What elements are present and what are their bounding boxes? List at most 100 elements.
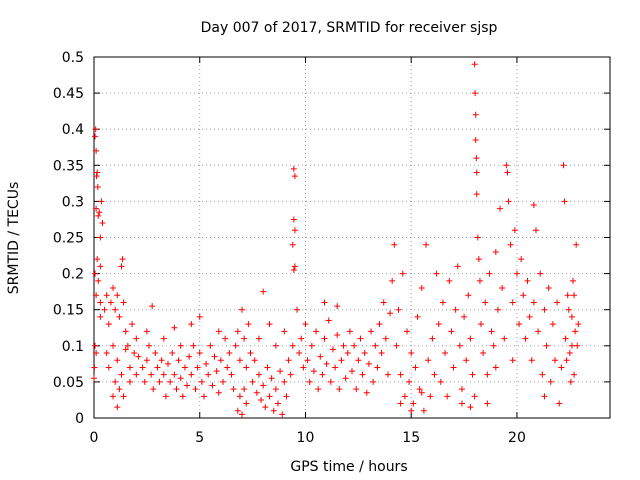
- data-point: [122, 328, 129, 335]
- data-point: [526, 313, 533, 320]
- data-point: [167, 378, 174, 385]
- data-point: [323, 360, 330, 367]
- data-point: [274, 400, 281, 407]
- data-point: [190, 342, 197, 349]
- data-point: [315, 386, 322, 393]
- data-point: [291, 173, 298, 180]
- data-point: [563, 357, 570, 364]
- data-point: [549, 321, 556, 328]
- grid-lines: [94, 57, 610, 418]
- data-point: [150, 386, 157, 393]
- data-point: [94, 256, 101, 263]
- data-point: [126, 378, 133, 385]
- data-point: [490, 342, 497, 349]
- data-point: [93, 147, 100, 154]
- data-point: [236, 357, 243, 364]
- data-point: [241, 386, 248, 393]
- data-point: [96, 209, 103, 216]
- data-point: [475, 256, 482, 263]
- data-point: [160, 371, 167, 378]
- data-point: [129, 321, 136, 328]
- data-point: [112, 306, 119, 313]
- data-point: [234, 328, 241, 335]
- y-tick-label: 0.5: [62, 50, 84, 66]
- data-point: [469, 371, 476, 378]
- data-point: [403, 328, 410, 335]
- data-point: [93, 173, 100, 180]
- data-point: [353, 386, 360, 393]
- data-point: [372, 342, 379, 349]
- data-point: [346, 328, 353, 335]
- data-point: [294, 306, 301, 313]
- data-point: [99, 220, 106, 227]
- data-point: [408, 407, 415, 414]
- data-point: [497, 205, 504, 212]
- data-point: [139, 364, 146, 371]
- data-point: [321, 299, 328, 306]
- data-point: [95, 277, 102, 284]
- data-point: [169, 350, 176, 357]
- data-point: [448, 328, 455, 335]
- data-point: [484, 371, 491, 378]
- data-point: [507, 241, 514, 248]
- data-point: [414, 313, 421, 320]
- data-point: [351, 342, 358, 349]
- data-point: [101, 306, 108, 313]
- data-point: [97, 299, 104, 306]
- data-point: [391, 241, 398, 248]
- data-point: [234, 407, 241, 414]
- data-point: [230, 386, 237, 393]
- data-point: [177, 375, 184, 382]
- data-point: [133, 371, 140, 378]
- data-point: [160, 335, 167, 342]
- data-point: [395, 306, 402, 313]
- data-point: [541, 306, 548, 313]
- data-point: [494, 306, 501, 313]
- data-point: [268, 375, 275, 382]
- data-point: [281, 378, 288, 385]
- data-point: [124, 342, 131, 349]
- data-point: [334, 331, 341, 338]
- data-point: [179, 393, 186, 400]
- data-point: [543, 342, 550, 349]
- data-point: [289, 342, 296, 349]
- data-point: [122, 346, 129, 353]
- data-point: [92, 133, 99, 140]
- data-point: [437, 378, 444, 385]
- data-point: [143, 357, 150, 364]
- data-point: [530, 202, 537, 209]
- data-point: [384, 371, 391, 378]
- data-point: [355, 357, 362, 364]
- data-point: [399, 270, 406, 277]
- data-point: [92, 126, 99, 133]
- data-point: [456, 342, 463, 349]
- data-point: [97, 263, 104, 270]
- data-point: [296, 350, 303, 357]
- data-point: [270, 407, 277, 414]
- data-point: [105, 364, 112, 371]
- data-point: [126, 364, 133, 371]
- data-point: [461, 313, 468, 320]
- data-points: [91, 61, 582, 418]
- data-point: [406, 378, 413, 385]
- data-point: [416, 386, 423, 393]
- data-point: [472, 90, 479, 97]
- data-point: [332, 364, 339, 371]
- data-point: [103, 350, 110, 357]
- data-point: [213, 368, 220, 375]
- data-point: [418, 285, 425, 292]
- data-point: [177, 342, 184, 349]
- data-point: [463, 357, 470, 364]
- data-point: [272, 386, 279, 393]
- data-point: [478, 321, 484, 328]
- data-point: [465, 292, 472, 299]
- data-point: [91, 375, 97, 382]
- data-point: [171, 324, 178, 331]
- data-point: [363, 389, 370, 396]
- y-tick-label: 0.35: [53, 158, 84, 174]
- x-tick-label: 0: [90, 430, 99, 446]
- data-point: [148, 371, 155, 378]
- data-point: [342, 375, 349, 382]
- y-tick-label: 0: [75, 411, 84, 427]
- data-point: [200, 393, 207, 400]
